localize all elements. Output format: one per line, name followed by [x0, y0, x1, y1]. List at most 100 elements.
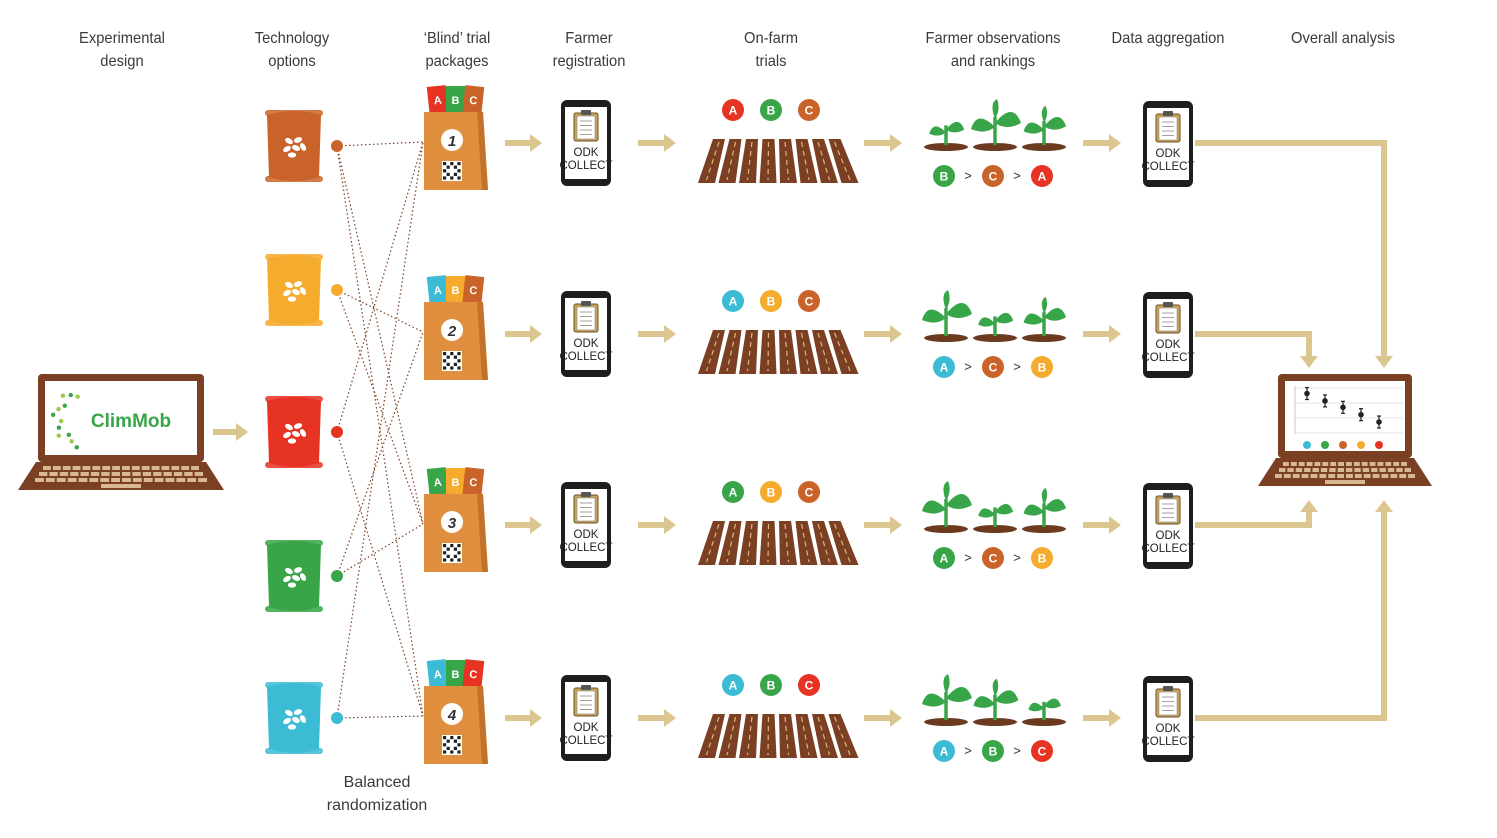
device-label-collect: COLLECT [559, 160, 612, 172]
seed [293, 709, 303, 715]
furrow-seed-line [784, 716, 790, 756]
tag-paper [426, 467, 449, 501]
furrow-seed-line [746, 332, 753, 372]
balanced-randomization-label: randomization [327, 797, 428, 814]
ranking-item [982, 165, 1004, 187]
plot-marker-letter: A [729, 485, 738, 499]
qr-module [450, 366, 454, 370]
experimental-design-laptop: ClimMob [18, 374, 224, 490]
furrow [718, 521, 742, 565]
technology-dot [331, 712, 343, 724]
arrow-head [236, 423, 248, 441]
soil [1022, 143, 1066, 151]
laptop-key [153, 472, 162, 476]
ranking-item-letter: A [940, 744, 949, 758]
arrow-head [1300, 500, 1318, 512]
leaf [922, 693, 946, 707]
arrow-observation-to-aggregation [1083, 516, 1121, 534]
ranking-separator: > [1013, 168, 1021, 183]
qr-module [450, 558, 454, 562]
seed [299, 143, 307, 151]
laptop-key [161, 466, 170, 470]
furrow-seed-line [800, 523, 810, 563]
laptop-key [1320, 468, 1328, 472]
plot-marker [798, 99, 820, 121]
ranking-item-letter: B [989, 744, 998, 758]
leaf [995, 690, 1019, 704]
qr-module [453, 746, 457, 750]
package-seed-tag: C [462, 467, 485, 501]
seed [292, 717, 300, 723]
package-bag-body [424, 112, 488, 190]
seed-bag-bottom [265, 748, 323, 754]
ranking-item-letter: B [1038, 551, 1047, 565]
ranking-separator: > [1013, 359, 1021, 374]
seed [283, 431, 291, 439]
logo-dot [75, 394, 80, 399]
laptop-key [1283, 474, 1291, 478]
qr-module [450, 162, 454, 166]
laptop-key [1329, 468, 1336, 472]
plot-marker [722, 481, 744, 503]
seed [285, 137, 293, 145]
arrow-head [664, 516, 676, 534]
package-seed-tag: C [462, 659, 485, 693]
logo-dot [66, 432, 72, 438]
laptop-key [1314, 462, 1321, 466]
qr-module [446, 172, 450, 176]
furrow [812, 139, 838, 183]
arrow-trial-to-observation [864, 134, 902, 152]
seed-bag-bottom [265, 176, 323, 182]
trial-plot-markers: A B C [722, 99, 820, 121]
seedling [973, 503, 1017, 533]
furrow [739, 714, 758, 758]
leaf [943, 481, 950, 501]
package-bag-side [477, 302, 488, 380]
header-line: trials [755, 53, 787, 70]
laptop-key [141, 466, 150, 470]
arrow-head [890, 325, 902, 343]
trial-package-2: A B C 2 [424, 275, 488, 380]
laptop-touchpad [1325, 480, 1365, 484]
plot-marker-letter: C [805, 485, 814, 499]
ranking-separator: > [964, 168, 972, 183]
furrow [828, 139, 859, 183]
aggregation-connectors [1195, 140, 1393, 721]
technology-dot [331, 426, 343, 438]
furrow [795, 521, 818, 565]
arrow-package-to-registration [505, 325, 542, 343]
seed [285, 709, 293, 717]
ranking-separator: > [1013, 550, 1021, 565]
randomization-link [336, 145, 424, 525]
laptop-key [1310, 474, 1318, 478]
ranking-item [933, 165, 955, 187]
furrow [828, 714, 859, 758]
ranking-item-letter: A [940, 360, 949, 374]
leaf [992, 678, 999, 697]
package-seed-tag: C [462, 275, 485, 309]
arrow-head [890, 709, 902, 727]
trial-package-1: A B C 1 [424, 85, 488, 190]
tag-letter: A [433, 477, 442, 490]
qr-module [443, 544, 447, 548]
ranking-separator: > [964, 743, 972, 758]
header-line: and rankings [950, 53, 1036, 70]
logo-dot [56, 406, 61, 412]
soil [973, 525, 1017, 533]
package-seed-tag: B [446, 276, 465, 308]
on-farm-trial-field [698, 139, 859, 183]
laptop-key [194, 472, 203, 476]
qr-module [443, 366, 447, 370]
qr-module [457, 162, 461, 166]
device-label-collect: COLLECT [559, 542, 612, 554]
header-experimental-design: Experimental design [44, 27, 200, 73]
clipboard-clip [581, 685, 591, 690]
qr-module [443, 169, 447, 173]
tag-paper [462, 275, 485, 309]
package-seed-tag: A [426, 275, 449, 309]
arrow-registration-to-trial [638, 709, 676, 727]
leaf [946, 121, 965, 133]
tag-paper [426, 275, 449, 309]
device-label-collect: COLLECT [1141, 736, 1194, 748]
laptop-key [1377, 462, 1384, 466]
